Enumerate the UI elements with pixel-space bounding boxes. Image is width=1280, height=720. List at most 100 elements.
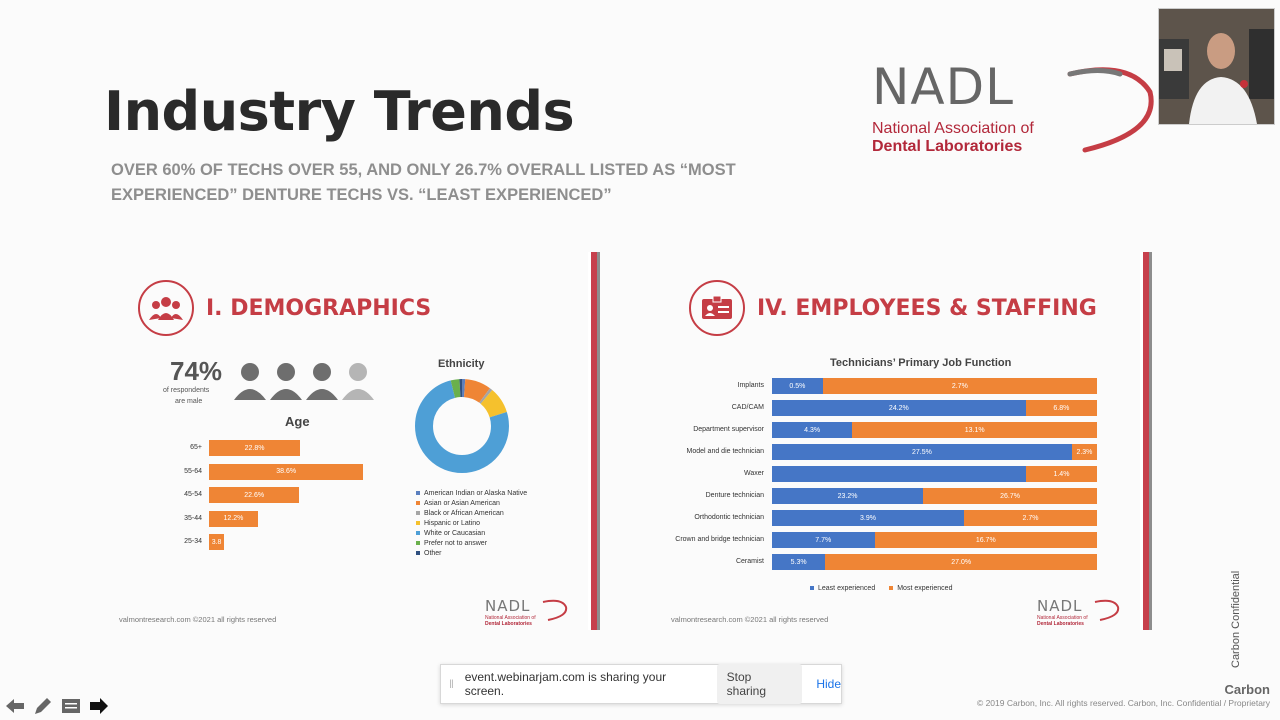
age-category-label: 65+	[190, 444, 202, 451]
legend-most-swatch	[889, 586, 894, 590]
job-bar-most: 1.4%	[1025, 466, 1097, 482]
left-panel-footer: valmontresearch.com ©2021 all rights res…	[119, 615, 277, 624]
legend-swatch	[416, 511, 420, 515]
left-mini-logo: NADL National Association of Dental Labo…	[485, 597, 536, 627]
age-category-label: 25-34	[184, 538, 202, 545]
job-bar-most: 27.0%	[825, 554, 1097, 570]
job-bar-least: 0.5%	[772, 378, 823, 394]
legend-least-label: Least experienced	[818, 584, 876, 592]
job-category-label: Denture technician	[705, 492, 764, 499]
ethnicity-slice	[415, 379, 509, 473]
job-bar-most: 2.7%	[822, 378, 1097, 394]
legend-swatch	[416, 551, 420, 555]
footer-copyright: © 2019 Carbon, Inc. All rights reserved.…	[976, 698, 1270, 708]
pen-icon[interactable]	[32, 696, 54, 716]
nadl-logo-line1: National Association of	[872, 120, 1034, 137]
legend-most-label: Most experienced	[897, 584, 953, 592]
job-bar-least: 27.5%	[772, 444, 1072, 460]
legend-label: Black or African American	[424, 509, 504, 517]
age-bar: 22.6%	[209, 487, 300, 503]
job-bar-least	[772, 466, 1026, 482]
webcam-video	[1158, 8, 1275, 125]
nadl-logo-line2: Dental Laboratories	[872, 138, 1023, 155]
slide-title: Industry Trends	[104, 80, 575, 143]
age-bar-chart: 65+ 22.8% 55-64 38.6% 45-54 22.6% 35-44 12.2% 25…	[170, 440, 390, 565]
right-mini-swoosh-icon	[1094, 599, 1120, 621]
legend-least-experienced: Least experienced	[810, 583, 875, 593]
job-category-label: Implants	[737, 382, 764, 389]
left-mini-logo-sub1: National Association of	[485, 615, 536, 621]
job-bar-most: 2.7%	[964, 510, 1097, 526]
right-panel-footer: valmontresearch.com ©2021 all rights res…	[671, 615, 829, 624]
job-bar-most: 13.1%	[852, 422, 1097, 438]
presenter-video-icon	[1159, 9, 1274, 124]
ethnicity-legend-item: Other	[416, 548, 527, 558]
nadl-logo-letters: NADL	[872, 58, 1014, 116]
age-bar: 12.2%	[209, 510, 258, 527]
legend-swatch	[416, 491, 420, 495]
left-mini-logo-letters: NADL	[485, 597, 531, 615]
ethnicity-legend-item: Prefer not to answer	[416, 538, 527, 548]
demographics-title: I. DEMOGRAPHICS	[206, 296, 432, 321]
ethnicity-legend: American Indian or Alaska Native Asian or…	[416, 488, 527, 558]
presentation-toolbar	[4, 696, 110, 716]
ethnicity-donut-chart	[415, 379, 509, 473]
slide-subtitle: OVER 60% OF TECHS OVER 55, AND ONLY 26.7…	[111, 161, 736, 204]
ethnicity-legend-item: American Indian or Alaska Native	[416, 488, 527, 498]
legend-swatch	[416, 501, 420, 505]
job-chart-legend: Least experienced Most experienced	[810, 583, 952, 593]
ethnicity-chart-title: Ethnicity	[438, 358, 485, 370]
job-bar-most: 6.8%	[1025, 400, 1097, 416]
staffing-title: IV. EMPLOYEES & STAFFING	[757, 296, 1097, 321]
job-category-label: CAD/CAM	[731, 404, 764, 411]
left-panel-divider	[588, 252, 600, 630]
nadl-logo: NADL National Association of Dental Labo…	[872, 62, 1034, 156]
job-function-chart-title: Technicians’ Primary Job Function	[830, 357, 1012, 369]
people-group-icon	[149, 297, 183, 320]
job-function-chart: Implants 0.5% 2.7% CAD/CAM 24.2% 6.8% Departme…	[640, 378, 1110, 578]
job-bar-most: 2.3%	[1071, 444, 1097, 460]
job-bar-least: 4.3%	[772, 422, 853, 438]
age-category-label: 35-44	[184, 514, 202, 522]
legend-least-swatch	[810, 586, 814, 590]
drag-handle-icon[interactable]: ‖	[449, 677, 454, 691]
menu-icon[interactable]	[60, 696, 82, 716]
right-mini-logo-letters: NADL	[1037, 597, 1083, 615]
right-mini-logo: NADL National Association of Dental Labo…	[1037, 597, 1088, 627]
job-category-label: Model and die technician	[686, 448, 764, 455]
ethnicity-slice	[415, 379, 509, 473]
male-percentage: 74%	[170, 356, 223, 386]
legend-most-experienced: Most experienced	[889, 583, 952, 593]
id-badge-icon	[702, 296, 732, 319]
ethnicity-legend-item: Black or African American	[416, 508, 527, 518]
pointer-icon[interactable]	[88, 696, 110, 716]
job-bar-most: 16.7%	[874, 532, 1097, 548]
right-panel-divider	[1140, 252, 1152, 630]
ethnicity-legend-item: Asian or Asian American	[416, 498, 527, 508]
legend-swatch	[416, 541, 420, 545]
legend-label: Other	[424, 549, 442, 557]
arrow-left-icon[interactable]	[4, 696, 26, 716]
job-bar-least: 5.3%	[772, 554, 826, 570]
legend-label: Asian or Asian American	[424, 499, 500, 507]
job-category-label: Ceramist	[735, 558, 764, 565]
stop-sharing-button[interactable]: Stop sharing	[716, 664, 803, 704]
ethnicity-legend-item: Hispanic or Latino	[416, 518, 527, 528]
age-bar: 3.8	[209, 534, 225, 550]
job-category-label: Waxer	[744, 470, 764, 477]
legend-label: Hispanic or Latino	[424, 519, 481, 527]
ethnicity-legend-item: White or Caucasian	[416, 528, 527, 538]
job-bar-most: 26.7%	[923, 488, 1097, 504]
job-category-label: Department supervisor	[693, 426, 764, 433]
demographics-icon	[138, 280, 194, 336]
staffing-icon	[689, 280, 745, 336]
left-mini-logo-sub2: Dental Laboratories	[485, 621, 532, 627]
hide-button[interactable]: Hide	[816, 677, 842, 691]
age-bar: 22.8%	[209, 440, 301, 456]
male-caption-1: of respondents	[163, 387, 210, 394]
male-caption-2: are male	[175, 398, 203, 405]
job-bar-least: 24.2%	[772, 400, 1026, 416]
carbon-logo: Carbon	[1224, 682, 1271, 697]
gender-people-icon	[234, 363, 374, 400]
job-bar-least: 7.7%	[772, 532, 875, 548]
